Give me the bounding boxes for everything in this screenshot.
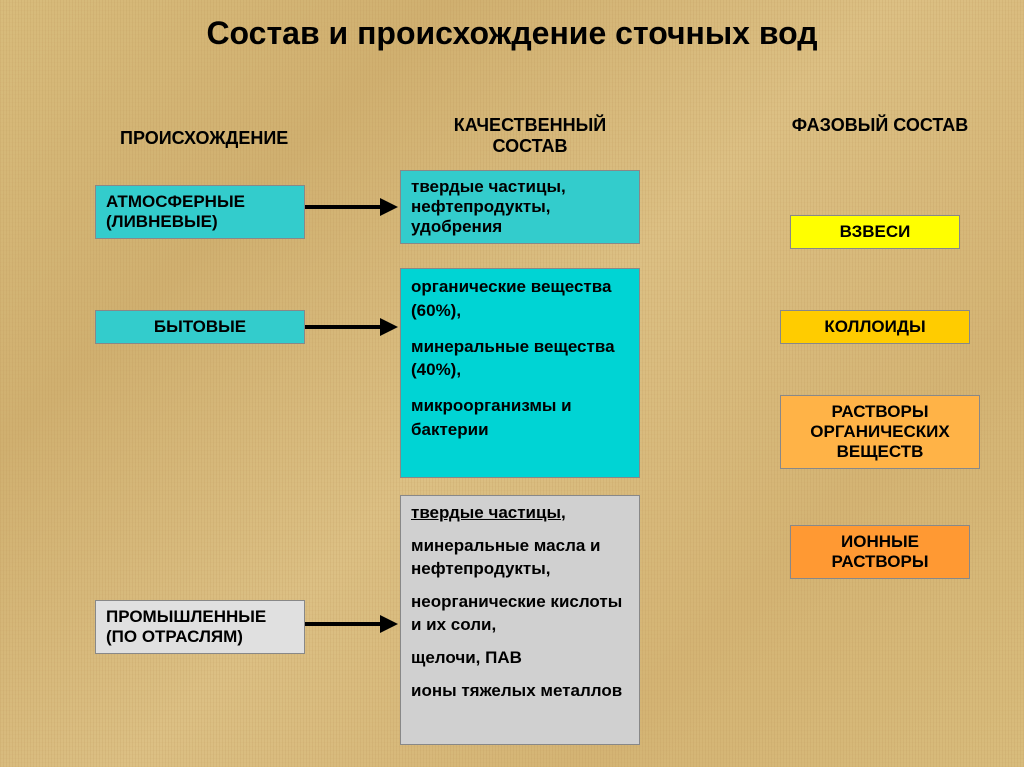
composition-domestic-line1: органические вещества (60%),	[411, 275, 629, 323]
composition-industrial: твердые частицы, минеральные масла и неф…	[400, 495, 640, 745]
page-title: Состав и происхождение сточных вод	[0, 15, 1024, 52]
composition-industrial-line5: ионы тяжелых металлов	[411, 680, 629, 703]
header-phase: ФАЗОВЫЙ СОСТАВ	[780, 115, 980, 136]
origin-industrial: ПРОМЫШЛЕННЫЕ (ПО ОТРАСЛЯМ)	[95, 600, 305, 654]
header-composition: КАЧЕСТВЕННЫЙ СОСТАВ	[430, 115, 630, 157]
composition-industrial-line3: неорганические кислоты и их соли,	[411, 591, 629, 637]
composition-domestic-line3: микроорганизмы и бактерии	[411, 394, 629, 442]
composition-industrial-line1a: твердые частицы	[411, 503, 561, 522]
composition-atmospheric: твердые частицы, нефтепродукты, удобрени…	[400, 170, 640, 244]
phase-colloids: КОЛЛОИДЫ	[780, 310, 970, 344]
composition-domestic-line2: минеральные вещества (40%),	[411, 335, 629, 383]
composition-industrial-line1b: ,	[561, 503, 566, 522]
phase-ionic: ИОННЫЕ РАСТВОРЫ	[790, 525, 970, 579]
origin-atmospheric: АТМОСФЕРНЫЕ (ЛИВНЕВЫЕ)	[95, 185, 305, 239]
origin-domestic: БЫТОВЫЕ	[95, 310, 305, 344]
phase-suspensions: ВЗВЕСИ	[790, 215, 960, 249]
composition-industrial-line4: щелочи, ПАВ	[411, 647, 629, 670]
phase-organic: РАСТВОРЫ ОРГАНИЧЕСКИХ ВЕЩЕСТВ	[780, 395, 980, 469]
composition-industrial-line2: минеральные масла и нефтепродукты,	[411, 535, 629, 581]
header-origin: ПРОИСХОЖДЕНИЕ	[120, 128, 288, 149]
composition-domestic: органические вещества (60%), минеральные…	[400, 268, 640, 478]
